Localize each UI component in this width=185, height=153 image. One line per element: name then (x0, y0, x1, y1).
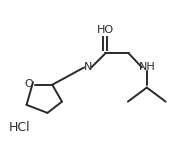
Text: NH: NH (138, 62, 155, 73)
Text: N: N (83, 62, 92, 73)
Text: HCl: HCl (9, 121, 31, 134)
Text: O: O (25, 79, 33, 89)
Text: HO: HO (97, 25, 114, 35)
